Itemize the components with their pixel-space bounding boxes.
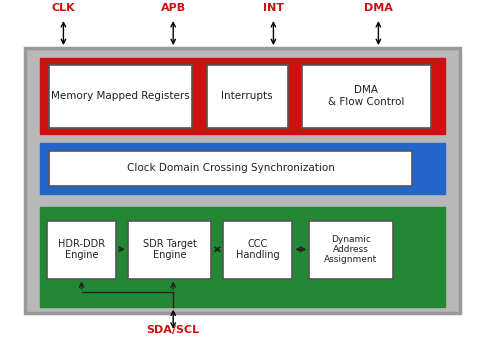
- FancyBboxPatch shape: [302, 65, 431, 128]
- Text: HDR-DDR
Engine: HDR-DDR Engine: [58, 239, 105, 260]
- FancyBboxPatch shape: [128, 220, 211, 279]
- Text: CLK: CLK: [52, 3, 75, 13]
- Text: Memory Mapped Registers: Memory Mapped Registers: [51, 91, 190, 101]
- FancyBboxPatch shape: [49, 65, 192, 128]
- Text: SDR Target
Engine: SDR Target Engine: [143, 239, 196, 260]
- FancyBboxPatch shape: [39, 143, 445, 194]
- FancyBboxPatch shape: [39, 207, 445, 307]
- FancyBboxPatch shape: [25, 48, 459, 313]
- FancyBboxPatch shape: [206, 65, 288, 128]
- Text: DMA: DMA: [364, 3, 393, 13]
- Text: DMA
& Flow Control: DMA & Flow Control: [328, 85, 405, 107]
- Text: INT: INT: [263, 3, 284, 13]
- Text: Dynamic
Address
Assignment: Dynamic Address Assignment: [324, 235, 378, 264]
- Text: CCC
Handling: CCC Handling: [236, 239, 280, 260]
- FancyBboxPatch shape: [47, 220, 116, 279]
- FancyBboxPatch shape: [39, 58, 445, 134]
- Text: SDA/SCL: SDA/SCL: [146, 325, 200, 335]
- FancyBboxPatch shape: [49, 151, 412, 186]
- Text: Clock Domain Crossing Synchronization: Clock Domain Crossing Synchronization: [127, 163, 335, 173]
- Text: APB: APB: [161, 3, 186, 13]
- FancyBboxPatch shape: [309, 220, 393, 279]
- Text: Interrupts: Interrupts: [221, 91, 273, 101]
- FancyBboxPatch shape: [223, 220, 292, 279]
